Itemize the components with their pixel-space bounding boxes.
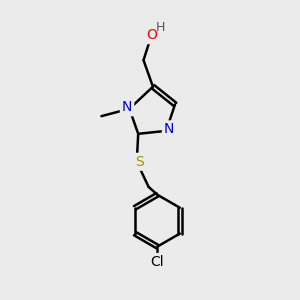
Text: N: N (122, 100, 132, 114)
Text: O: O (146, 28, 157, 42)
Text: H: H (156, 21, 166, 34)
Text: N: N (164, 122, 174, 136)
Text: S: S (135, 155, 144, 169)
Text: Cl: Cl (151, 255, 164, 269)
